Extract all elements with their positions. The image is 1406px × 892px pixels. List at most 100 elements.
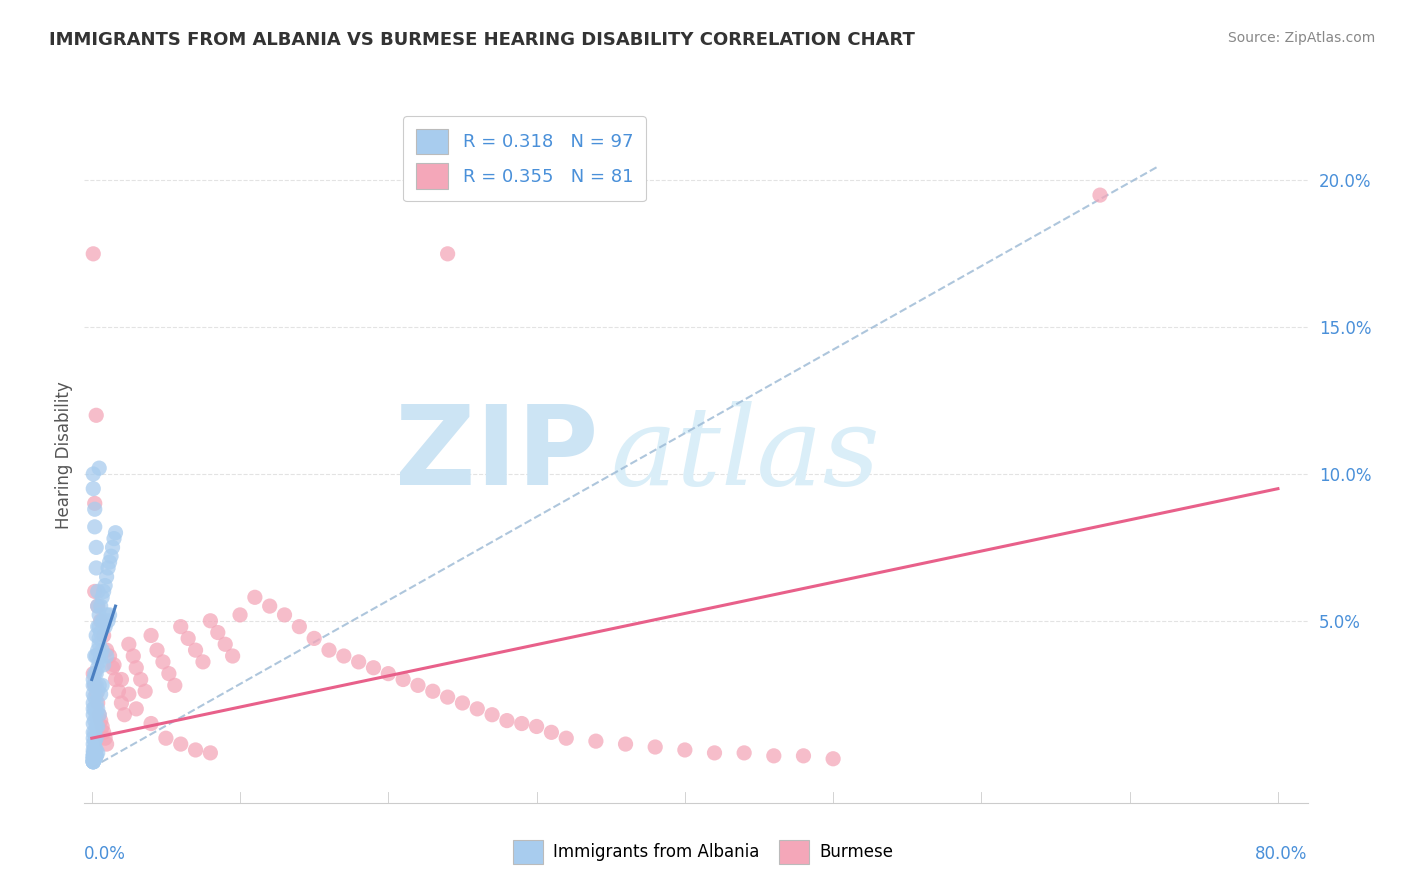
Point [91, 614, 114, 628]
Point [82, 755, 104, 769]
Point [94, 578, 117, 592]
Point [82, 247, 104, 261]
Point [82, 687, 104, 701]
Point [82, 755, 104, 769]
Point [83, 520, 105, 534]
Point [82, 746, 104, 760]
Point [83, 714, 105, 728]
Point [86, 746, 108, 760]
Point [585, 734, 607, 748]
Point [82, 748, 104, 763]
Point [163, 678, 186, 692]
Point [200, 746, 222, 760]
Point [94, 620, 117, 634]
Point [823, 752, 845, 766]
Point [82, 755, 104, 769]
Point [82, 755, 104, 769]
Point [90, 714, 112, 728]
Point [93, 657, 115, 672]
Point [83, 748, 105, 763]
Point [733, 746, 755, 760]
Point [125, 661, 148, 675]
Point [83, 746, 105, 760]
Point [377, 666, 399, 681]
Point [422, 684, 444, 698]
Point [703, 746, 725, 760]
Point [125, 702, 148, 716]
Point [96, 737, 118, 751]
Point [104, 673, 127, 687]
Point [465, 702, 488, 716]
Legend: Immigrants from Albania, Burmese: Immigrants from Albania, Burmese [506, 833, 900, 871]
Point [540, 725, 562, 739]
Point [184, 743, 207, 757]
Point [89, 632, 111, 646]
Point [214, 637, 236, 651]
Point [84, 687, 107, 701]
Point [82, 752, 104, 766]
Point [302, 632, 325, 646]
Point [200, 614, 222, 628]
Point [89, 607, 111, 622]
Point [177, 632, 200, 646]
Point [83, 496, 105, 510]
Point [86, 584, 108, 599]
Point [82, 748, 104, 763]
Point [89, 678, 111, 692]
Point [91, 678, 114, 692]
Point [96, 643, 118, 657]
Point [110, 696, 132, 710]
Point [86, 719, 108, 733]
Point [84, 678, 107, 692]
Point [89, 707, 111, 722]
Point [86, 599, 108, 613]
Point [100, 549, 122, 564]
Point [82, 678, 104, 692]
Point [93, 725, 115, 739]
Point [673, 743, 696, 757]
Point [83, 666, 105, 681]
Point [101, 661, 124, 675]
Point [86, 661, 108, 675]
Point [82, 666, 104, 681]
Point [496, 714, 519, 728]
Point [83, 678, 105, 692]
Point [82, 696, 104, 710]
Point [406, 678, 429, 692]
Point [392, 673, 415, 687]
Point [91, 591, 114, 605]
Point [86, 684, 108, 698]
Point [273, 607, 295, 622]
Point [139, 628, 162, 642]
Point [103, 532, 125, 546]
Point [792, 748, 814, 763]
Point [207, 625, 229, 640]
Point [82, 707, 104, 722]
Point [288, 620, 311, 634]
Point [118, 637, 141, 651]
Point [318, 643, 340, 657]
Point [139, 716, 162, 731]
Point [451, 696, 474, 710]
Point [436, 247, 458, 261]
Point [90, 599, 112, 613]
Point [86, 643, 108, 657]
Point [90, 614, 112, 628]
Point [112, 707, 135, 722]
Point [259, 599, 281, 613]
Point [363, 661, 385, 675]
Point [86, 620, 108, 634]
Point [83, 746, 105, 760]
Point [82, 482, 104, 496]
Point [84, 719, 107, 733]
Point [82, 743, 104, 757]
Point [82, 752, 104, 766]
Point [526, 719, 548, 733]
Point [86, 599, 108, 613]
Point [82, 716, 104, 731]
Point [96, 570, 118, 584]
Point [82, 731, 104, 746]
Point [134, 684, 156, 698]
Point [89, 707, 111, 722]
Point [152, 655, 174, 669]
